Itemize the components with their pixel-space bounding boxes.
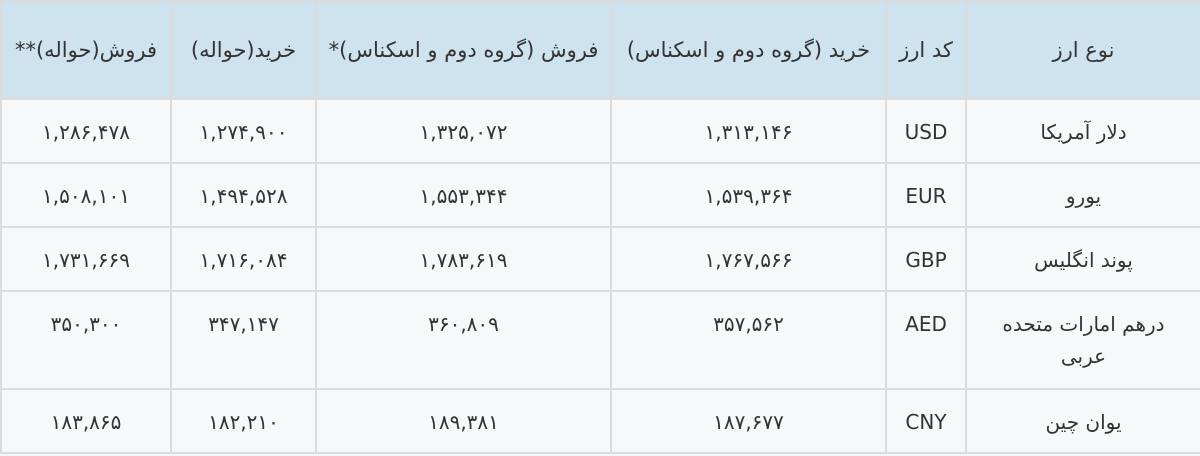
buy-transfer: ۱,۲۷۴,۹۰۰ — [170, 98, 317, 164]
sell-cash: ۳۶۰,۸۰۹ — [315, 290, 612, 390]
sell-cash: ۱,۷۸۳,۶۱۹ — [315, 226, 612, 292]
buy-transfer: ۱,۷۱۶,۰۸۴ — [170, 226, 317, 292]
sell-cash: ۱۸۹,۳۸۱ — [315, 388, 612, 454]
buy-cash: ۱۸۷,۶۷۷ — [610, 388, 887, 454]
currency-name: درهم امارات متحده عربی — [965, 290, 1200, 390]
header-row: نوع ارز کد ارز خرید (گروه دوم و اسکناس) … — [0, 0, 1200, 100]
currency-code: GBP — [885, 226, 967, 292]
currency-code: USD — [885, 98, 967, 164]
sell-transfer: ۱۸۳,۸۶۵ — [0, 388, 172, 454]
currency-code: CNY — [885, 388, 967, 454]
header-sell-transfer: فروش(حواله)** — [0, 0, 172, 100]
currency-code: AED — [885, 290, 967, 390]
currency-name: پوند انگلیس — [965, 226, 1200, 292]
currency-name: یورو — [965, 162, 1200, 228]
buy-cash: ۱,۷۶۷,۵۶۶ — [610, 226, 887, 292]
buy-transfer: ۳۴۷,۱۴۷ — [170, 290, 317, 390]
header-buy-transfer: خرید(حواله) — [170, 0, 317, 100]
header-currency-code: کد ارز — [885, 0, 967, 100]
table-row: دلار آمریکا USD ۱,۳۱۳,۱۴۶ ۱,۳۲۵,۰۷۲ ۱,۲۷۴,۹۰… — [0, 98, 1200, 164]
currency-code: EUR — [885, 162, 967, 228]
currency-name: دلار آمریکا — [965, 98, 1200, 164]
header-buy-cash: خرید (گروه دوم و اسکناس) — [610, 0, 887, 100]
sell-transfer: ۱,۲۸۶,۴۷۸ — [0, 98, 172, 164]
table-row: یورو EUR ۱,۵۳۹,۳۶۴ ۱,۵۵۳,۳۴۴ ۱,۴۹۴,۵۲۸ ۱,۵۰۸,… — [0, 162, 1200, 228]
sell-transfer: ۱,۷۳۱,۶۶۹ — [0, 226, 172, 292]
header-sell-cash: فروش (گروه دوم و اسکناس)* — [315, 0, 612, 100]
sell-transfer: ۱,۵۰۸,۱۰۱ — [0, 162, 172, 228]
sell-cash: ۱,۳۲۵,۰۷۲ — [315, 98, 612, 164]
buy-transfer: ۱۸۲,۲۱۰ — [170, 388, 317, 454]
table-row: یوان چین CNY ۱۸۷,۶۷۷ ۱۸۹,۳۸۱ ۱۸۲,۲۱۰ ۱۸۳,۸۶۵ — [0, 388, 1200, 454]
buy-cash: ۱,۳۱۳,۱۴۶ — [610, 98, 887, 164]
table-row: پوند انگلیس GBP ۱,۷۶۷,۵۶۶ ۱,۷۸۳,۶۱۹ ۱,۷۱۶,۰۸… — [0, 226, 1200, 292]
sell-cash: ۱,۵۵۳,۳۴۴ — [315, 162, 612, 228]
header-currency-type: نوع ارز — [965, 0, 1200, 100]
table-row: درهم امارات متحده عربی AED ۳۵۷,۵۶۲ ۳۶۰,۸۰۹ ۳… — [0, 290, 1200, 390]
buy-cash: ۱,۵۳۹,۳۶۴ — [610, 162, 887, 228]
buy-transfer: ۱,۴۹۴,۵۲۸ — [170, 162, 317, 228]
buy-cash: ۳۵۷,۵۶۲ — [610, 290, 887, 390]
sell-transfer: ۳۵۰,۳۰۰ — [0, 290, 172, 390]
currency-name: یوان چین — [965, 388, 1200, 454]
